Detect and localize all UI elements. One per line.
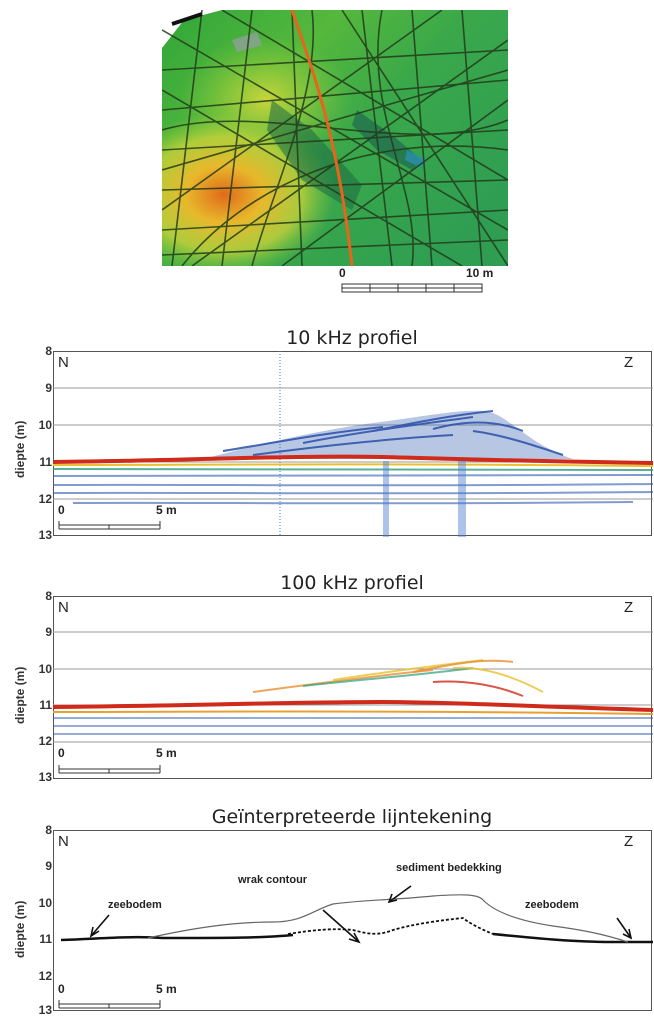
panel-10khz-ytick-8: 8: [45, 344, 52, 358]
panel-100khz-ytick-13: 13: [38, 770, 52, 784]
panel-interpretation-ytick-13: 13: [38, 1003, 52, 1017]
panel-100khz-scale-end: 5 m: [156, 746, 177, 760]
panel-interpretation-scale-start: 0: [58, 982, 65, 996]
panel-10khz-scale-bar: [58, 521, 161, 530]
panel-10khz-title: 10 kHz profiel: [286, 327, 418, 349]
wreck-contour-label: wrak contour: [238, 874, 308, 886]
panel-interpretation-scale-bar: [58, 1000, 161, 1009]
panel-100khz-ytick-11: 11: [39, 698, 52, 712]
panel-10khz-ytick-13: 13: [38, 528, 52, 542]
map-scale-start: 0: [339, 266, 346, 280]
seabed-line: [60, 932, 653, 944]
panel-interpretation-drawing: [53, 830, 653, 1011]
map-scale-bar: [341, 283, 483, 293]
panel-100khz-echogram: [53, 596, 653, 779]
panel-100khz-north: N: [58, 599, 69, 616]
panel-interpretation-ytick-11: 11: [39, 932, 52, 946]
panel-100khz-title: 100 kHz profiel: [280, 572, 424, 594]
panel-interpretation-ytick-9: 9: [45, 859, 52, 873]
panel-10khz-scale-end: 5 m: [156, 503, 177, 517]
panel-10khz-ytick-11: 11: [39, 455, 52, 469]
panel-interpretation-south: Z: [624, 833, 634, 850]
seabed-left-label: zeebodem: [108, 899, 162, 911]
panel-interpretation-ytick-8: 8: [45, 823, 52, 837]
panel-10khz-ytick-9: 9: [45, 381, 52, 395]
wreck-contour-line: [287, 917, 494, 935]
panel-100khz-scale-start: 0: [58, 746, 65, 760]
panel-10khz-ytick-12: 12: [38, 492, 52, 506]
panel-10khz-scale-start: 0: [58, 503, 65, 517]
panel-interpretation-ytick-10: 10: [38, 896, 52, 910]
panel-100khz-ytick-9: 9: [45, 625, 52, 639]
bathymetry-map: [162, 10, 508, 266]
panel-10khz-north: N: [58, 354, 69, 371]
sediment-cover-line: [147, 894, 629, 943]
map-scale-end: 10 m: [466, 266, 494, 280]
panel-interpretation-scale-end: 5 m: [156, 982, 177, 996]
seabed-right-label: zeebodem: [525, 899, 579, 911]
panel-10khz-south: Z: [624, 354, 634, 371]
panel-interpretation-ytick-12: 12: [38, 969, 52, 983]
panel-10khz-ytick-10: 10: [38, 418, 52, 432]
panel-100khz-ytick-8: 8: [45, 589, 52, 603]
panel-100khz-ytick-10: 10: [38, 662, 52, 676]
panel-100khz-south: Z: [624, 599, 634, 616]
panel-100khz-ytick-12: 12: [38, 734, 52, 748]
panel-100khz-scale-bar: [58, 765, 161, 774]
bathymetry-map-svg: [162, 10, 508, 266]
panel-interpretation-north: N: [58, 833, 69, 850]
sediment-cover-label: sediment bedekking: [396, 862, 502, 874]
panel-10khz-echogram: [53, 351, 653, 537]
panel-interpretation-title: Geïnterpreteerde lijntekening: [211, 806, 493, 828]
